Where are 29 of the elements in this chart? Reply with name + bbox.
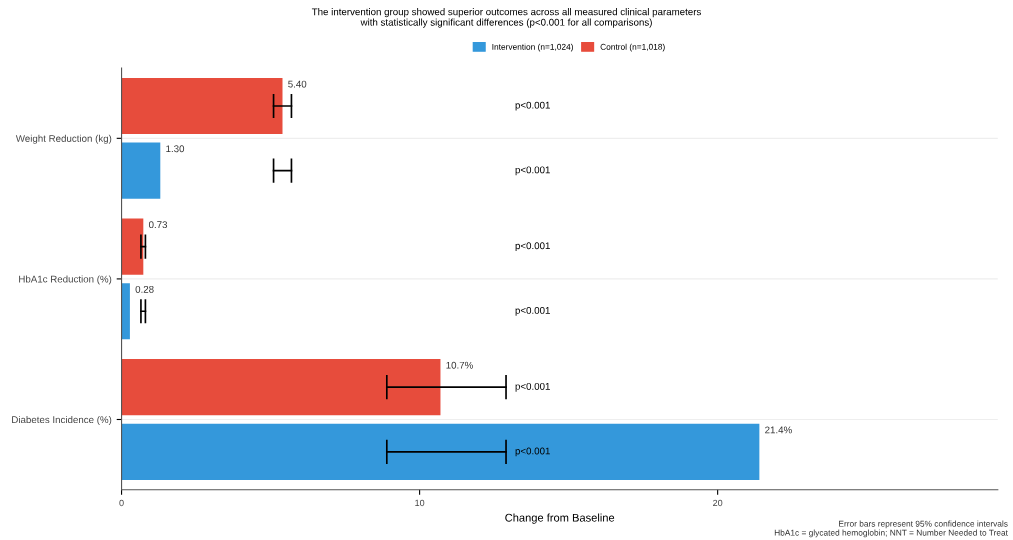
data-label: 0.28 — [135, 285, 154, 293]
text: Error bars represent 95% confidence intervals HbA1c = glycated hemoglobin; NNT = Number Needed to Treat — [774, 520, 1008, 538]
x-tick-label: 10 — [415, 499, 425, 507]
x-tick-label: 20 — [713, 499, 723, 507]
x-tick-label: 0 — [119, 499, 124, 507]
bar — [121, 423, 760, 480]
legend-label: Control (n=1,018) — [600, 43, 665, 52]
annotation: p<0.001 — [515, 306, 550, 316]
data-label: 21.4% — [765, 426, 792, 434]
y-tick-label: Weight Reduction (kg) — [15, 134, 112, 144]
bar — [121, 218, 144, 275]
data-label: 0.73 — [148, 221, 168, 229]
chart-title: The intervention group showed superior outcomes across all measured clinical parameters with statistically significant differences (p<0.001 for all comparisons) — [311, 8, 701, 28]
y-tick-label: Diabetes Incidence (%) — [12, 415, 112, 426]
legend-label: Intervention (n=1,024) — [492, 43, 573, 52]
data-label: 5.40 — [288, 80, 307, 88]
annotation: p<0.001 — [515, 382, 550, 392]
annotation: p<0.001 — [515, 242, 550, 252]
x-axis-title: Change from Baseline — [505, 513, 615, 524]
bar — [121, 283, 130, 340]
data-label: 10.7% — [446, 361, 473, 369]
bar — [121, 142, 161, 199]
annotation: p<0.001 — [515, 447, 550, 457]
bar — [121, 77, 283, 135]
bar — [121, 359, 441, 416]
annotation: p<0.001 — [515, 101, 550, 111]
y-tick-label: HbA1c Reduction (%) — [19, 275, 112, 285]
data-label: 1.30 — [166, 145, 185, 153]
annotation: p<0.001 — [515, 166, 550, 176]
